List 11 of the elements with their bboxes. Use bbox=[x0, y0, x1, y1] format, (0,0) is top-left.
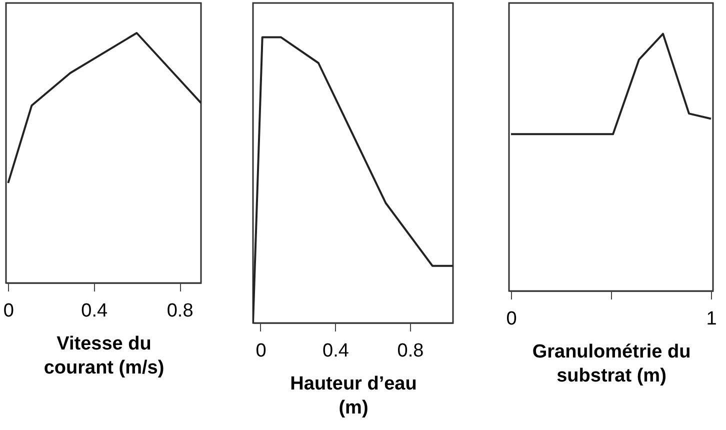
x-tick-label: 0 bbox=[256, 340, 266, 362]
x-axis-title: Granulométrie du substrat (m) bbox=[532, 342, 691, 386]
x-tick-label: 0.4 bbox=[322, 340, 350, 362]
x-axis-title: Hauteur d’eau (m) bbox=[290, 374, 417, 418]
x-axis-title: Vitesse du courant (m/s) bbox=[44, 334, 164, 378]
x-tick-label: 0 bbox=[3, 300, 14, 322]
x-tick-label: 1 bbox=[706, 308, 717, 330]
x-tick-label: 0.4 bbox=[81, 300, 108, 322]
x-tick-label: 0 bbox=[506, 308, 517, 330]
x-tick-label: 0.8 bbox=[166, 300, 194, 322]
x-tick-label: 0.8 bbox=[397, 340, 424, 362]
